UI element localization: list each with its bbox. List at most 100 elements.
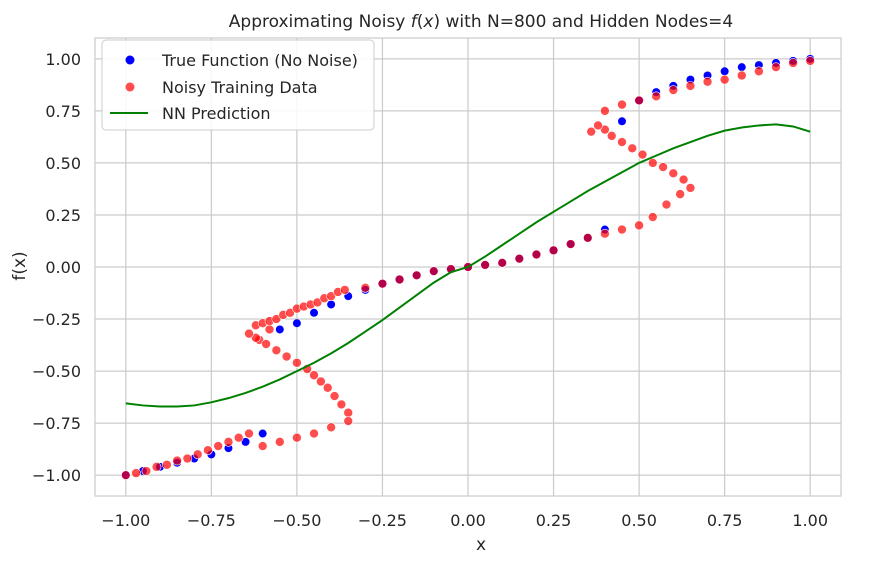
noisy-data-point <box>394 274 405 285</box>
true-function-point <box>275 325 284 334</box>
noisy-data-point <box>377 278 388 289</box>
noisy-data-point <box>131 468 141 478</box>
noisy-data-point <box>244 428 254 439</box>
noisy-data-point <box>244 328 254 339</box>
noisy-data-point <box>141 466 152 476</box>
y-tick-label: −0.75 <box>32 414 81 433</box>
x-tick-label: 0.50 <box>621 511 657 530</box>
y-tick-labels: 1.00 0.75 0.50 0.25 0.00 −0.25 −0.50 −0.75 −1.00 <box>32 50 81 485</box>
noisy-data-point <box>586 126 596 137</box>
legend-label-noisy-data: Noisy Training Data <box>162 78 318 97</box>
noisy-data-point <box>309 370 319 381</box>
noisy-data-point <box>172 455 182 466</box>
noisy-data-point <box>203 445 213 456</box>
y-tick-label: −1.00 <box>32 466 81 485</box>
noisy-data-point <box>497 258 508 268</box>
noisy-data-point <box>343 416 354 426</box>
noisy-data-point <box>634 220 644 231</box>
noisy-data-point <box>309 428 319 439</box>
true-function-point <box>241 437 250 446</box>
noisy-data-point <box>340 285 350 295</box>
noisy-data-point <box>565 239 576 249</box>
noisy-data-point <box>675 189 685 199</box>
y-tick-label: 0.25 <box>45 206 81 225</box>
noisy-data-point <box>336 399 347 410</box>
noisy-data-point <box>192 449 203 460</box>
noisy-data-point <box>120 470 131 480</box>
true-function-point <box>720 67 729 76</box>
x-tick-label: 0.75 <box>707 511 743 530</box>
legend-box <box>101 39 375 131</box>
noisy-data-point <box>606 131 617 141</box>
noisy-data-point <box>514 253 525 264</box>
y-tick-label: 0.50 <box>45 154 81 173</box>
noisy-data-point <box>531 249 542 260</box>
true-function-point <box>327 300 336 309</box>
noisy-data-point <box>658 162 668 172</box>
noisy-data-point <box>274 437 285 447</box>
y-axis-label: f(x) <box>10 251 30 280</box>
noisy-data-point <box>634 95 644 106</box>
noisy-data-point <box>771 62 781 72</box>
noisy-data-point <box>754 66 764 77</box>
noisy-data-point <box>627 143 638 154</box>
noisy-data-point <box>647 158 658 168</box>
noisy-data-point <box>292 357 302 368</box>
noisy-data-point <box>326 422 336 433</box>
noisy-data-point <box>637 149 648 160</box>
noisy-data-point <box>805 56 816 66</box>
noisy-data-point <box>292 432 302 443</box>
x-tick-label: 1.00 <box>792 511 828 530</box>
noisy-data-point <box>651 91 662 102</box>
noisy-data-point <box>685 81 696 91</box>
noisy-data-point <box>678 174 689 185</box>
noisy-data-point <box>316 376 326 387</box>
noisy-data-point <box>582 233 593 243</box>
noisy-data-point <box>600 228 610 239</box>
noisy-data-point <box>411 270 422 281</box>
noisy-data-point <box>281 351 292 362</box>
noisy-data-point <box>322 382 333 393</box>
noisy-data-point <box>480 260 490 270</box>
noisy-data-point <box>788 58 798 68</box>
noisy-data-point <box>329 391 340 401</box>
x-tick-label: 0.25 <box>536 511 572 530</box>
legend-marker-true-function <box>125 55 135 65</box>
noisy-data-point <box>261 339 271 349</box>
y-tick-label: −0.50 <box>32 362 81 381</box>
noisy-data-point <box>600 106 610 116</box>
true-function-point <box>310 308 319 317</box>
noisy-data-point <box>223 437 234 447</box>
plot-frame <box>94 37 842 497</box>
noisy-data-point <box>661 199 672 210</box>
nn-prediction-line <box>125 123 811 408</box>
noisy-data-point <box>343 407 354 418</box>
x-tick-label: −0.50 <box>272 511 321 530</box>
noisy-data-point <box>668 85 679 95</box>
noisy-data-point <box>548 245 559 256</box>
true-function-point <box>292 319 301 328</box>
legend: True Function (No Noise) Noisy Training … <box>101 39 375 131</box>
x-tick-label: −1.00 <box>101 511 150 530</box>
noisy-data-point <box>428 266 439 276</box>
legend-label-true-function: True Function (No Noise) <box>161 51 358 70</box>
x-tick-labels: −1.00 −0.75 −0.50 −0.25 0.00 0.25 0.50 0.75 1.00 <box>101 511 828 530</box>
chart-title: Approximating Noisy f(x) with N=800 and … <box>229 12 733 32</box>
noisy-data-point <box>162 459 172 470</box>
series-nn-prediction <box>125 123 811 408</box>
noisy-data-point <box>617 137 627 147</box>
y-tick-label: −0.25 <box>32 310 81 329</box>
noisy-data-point <box>647 212 658 222</box>
true-function-point <box>258 429 267 438</box>
noisy-data-point <box>213 441 223 451</box>
noisy-data-point <box>719 74 730 85</box>
noisy-data-point <box>668 168 679 179</box>
noisy-data-point <box>271 345 282 356</box>
noisy-data-point <box>264 324 275 335</box>
y-tick-label: 0.75 <box>45 102 81 121</box>
legend-label-nn-prediction: NN Prediction <box>162 104 271 123</box>
noisy-data-point <box>257 441 268 451</box>
noisy-data-point <box>151 462 162 472</box>
series-noisy-data <box>120 56 816 480</box>
